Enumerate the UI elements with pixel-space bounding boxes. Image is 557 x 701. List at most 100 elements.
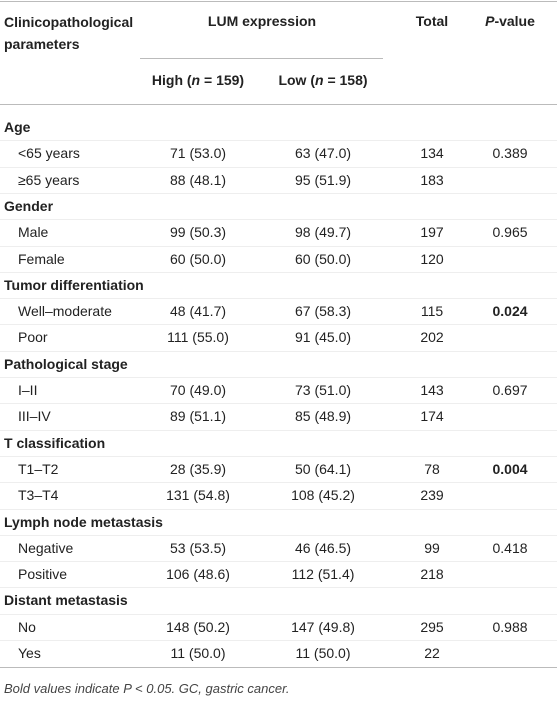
header-high: High (n = 159): [152, 71, 244, 89]
row-separator: [0, 587, 557, 589]
cell-low: 73 (51.0): [294, 382, 352, 398]
cell-high: 71 (53.0): [169, 145, 227, 162]
group-label: Gender: [4, 197, 54, 214]
group-label: Age: [4, 119, 31, 135]
group-label: Pathological stage: [4, 355, 128, 372]
cell-high: 11 (50.0): [170, 645, 226, 661]
header-p-value: P-value: [485, 12, 535, 30]
rule: [0, 1, 557, 2]
group-label: T classification: [4, 434, 106, 451]
cell-low: 91 (45.0): [294, 329, 352, 346]
text: Low (: [278, 72, 315, 88]
cell-low: 98 (49.7): [294, 224, 352, 241]
cell-p-value: 0.418: [492, 539, 528, 556]
row-label: Yes: [18, 645, 41, 661]
cell-high: 48 (41.7): [169, 303, 227, 320]
footnote: Bold values indicate P < 0.05. GC, gastr…: [4, 681, 290, 696]
cell-total: 134: [420, 145, 444, 162]
cell-low: 67 (58.3): [294, 303, 352, 320]
header-low: Low (n = 158): [278, 71, 367, 89]
row-separator: [0, 166, 557, 168]
row-separator: [0, 508, 557, 510]
text: High (: [151, 72, 192, 88]
cell-high: 88 (48.1): [169, 171, 227, 188]
cell-p-value: 0.697: [492, 382, 528, 398]
cell-low: 63 (47.0): [294, 145, 352, 162]
cell-total: 174: [420, 408, 444, 425]
cell-total: 78: [424, 460, 440, 477]
text: = 158): [323, 72, 368, 88]
row-separator: [0, 350, 557, 352]
row-separator: [0, 245, 557, 247]
row-label: No: [18, 618, 36, 635]
cell-total: 183: [420, 171, 444, 188]
row-label: I–II: [18, 382, 38, 398]
row-separator: [0, 377, 557, 378]
cell-low: 108 (45.2): [291, 487, 355, 504]
rule: [140, 58, 383, 59]
cell-p-value: 0.024: [492, 303, 528, 320]
row-label: Male: [18, 224, 49, 241]
row-separator: [0, 219, 557, 221]
row-separator: [0, 561, 557, 563]
cell-low: 46 (46.5): [294, 539, 352, 556]
row-label: Well–moderate: [18, 303, 112, 320]
cell-high: 70 (49.0): [169, 382, 227, 398]
cell-low: 50 (64.1): [294, 460, 352, 477]
row-separator: [0, 613, 557, 615]
row-label: Poor: [18, 329, 48, 346]
cell-low: 112 (51.4): [291, 566, 355, 583]
cell-high: 148 (50.2): [166, 618, 230, 635]
rule: [0, 667, 557, 668]
cell-high: 89 (51.1): [169, 408, 227, 425]
rule: [0, 104, 557, 105]
cell-total: 22: [424, 645, 440, 661]
cell-high: 60 (50.0): [169, 250, 227, 267]
row-separator: [0, 534, 557, 536]
cell-low: 60 (50.0): [294, 250, 352, 267]
header-parameters: Clinicopathological parameters: [4, 14, 134, 52]
cell-total: 295: [420, 618, 444, 635]
cell-low: 147 (49.8): [291, 618, 355, 635]
row-separator: [0, 482, 557, 484]
cell-high: 111 (55.0): [167, 329, 229, 346]
cell-high: 28 (35.9): [169, 460, 227, 477]
cell-total: 120: [420, 250, 444, 267]
group-label: Tumor differentiation: [4, 276, 144, 293]
row-separator: [0, 324, 557, 326]
row-label: <65 years: [18, 145, 80, 162]
cell-total: 143: [420, 382, 444, 398]
group-label: Lymph node metastasis: [4, 513, 163, 530]
row-label: Positive: [18, 566, 68, 583]
cell-high: 131 (54.8): [166, 487, 230, 504]
row-label: T3–T4: [18, 487, 59, 504]
cell-total: 197: [420, 224, 444, 241]
header-total: Total: [415, 13, 449, 29]
text: = 159): [200, 72, 245, 88]
cell-high: 106 (48.6): [166, 566, 230, 583]
text: -value: [494, 13, 535, 29]
header-expression: LUM expression: [207, 13, 317, 29]
row-label: T1–T2: [18, 460, 59, 477]
cell-p-value: 0.965: [492, 224, 528, 241]
row-separator: [0, 455, 557, 457]
text: P: [485, 13, 495, 29]
cell-low: 11 (50.0): [295, 645, 351, 661]
row-separator: [0, 192, 557, 194]
text: n: [315, 72, 324, 88]
row-label: Female: [18, 250, 65, 267]
row-label: Negative: [18, 539, 74, 556]
cell-total: 202: [420, 329, 444, 346]
row-separator: [0, 140, 557, 142]
cell-high: 99 (50.3): [169, 224, 227, 241]
row-separator: [0, 640, 557, 641]
row-separator: [0, 271, 557, 273]
cell-total: 239: [420, 487, 444, 504]
row-label: ≥65 years: [18, 171, 80, 188]
cell-p-value: 0.389: [492, 145, 528, 162]
cell-total: 115: [420, 303, 444, 320]
cell-low: 95 (51.9): [294, 171, 352, 188]
row-separator: [0, 403, 557, 405]
cell-total: 99: [424, 539, 440, 556]
